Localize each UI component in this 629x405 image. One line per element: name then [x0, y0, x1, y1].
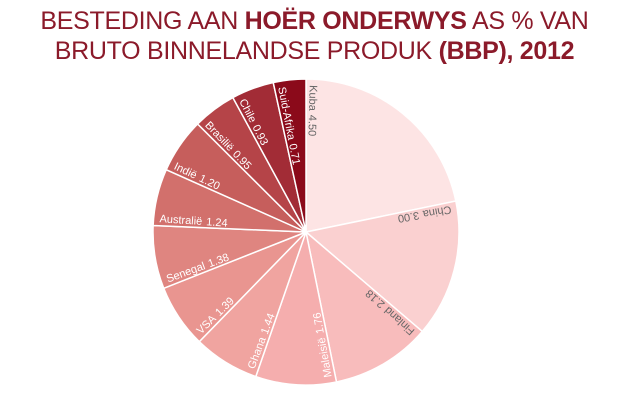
- title-part: BRUTO BINNELANDSE PRODUK: [54, 37, 439, 65]
- slice-value: 1.76: [311, 311, 327, 334]
- slice-label: China3.00: [397, 203, 452, 224]
- chart-title: BESTEDING AAN HOËR ONDERWYS AS % VAN BRUT…: [0, 6, 629, 66]
- title-part: AS % VAN: [466, 7, 589, 35]
- title-part: (BBP), 2012: [438, 37, 575, 65]
- slice-value: 0.71: [286, 143, 302, 166]
- pie-slice: [305, 78, 457, 233]
- slice-value: 3.00: [397, 209, 420, 225]
- slice-label: Australië 1.24: [159, 213, 228, 230]
- title-part: BESTEDING AAN: [40, 7, 245, 35]
- slice-value: 4.50: [305, 115, 318, 137]
- slice-category: China: [421, 203, 452, 220]
- pie-slice: [272, 78, 307, 233]
- title-part: HOËR ONDERWYS: [244, 7, 467, 35]
- slice-category: Kuba: [306, 85, 319, 112]
- slice-label: Kuba 4.50: [305, 85, 318, 136]
- slice-category: Australië: [159, 213, 203, 228]
- slice-value: 1.24: [206, 216, 228, 229]
- pie-slice: [304, 230, 424, 383]
- pie-slice: [304, 200, 460, 333]
